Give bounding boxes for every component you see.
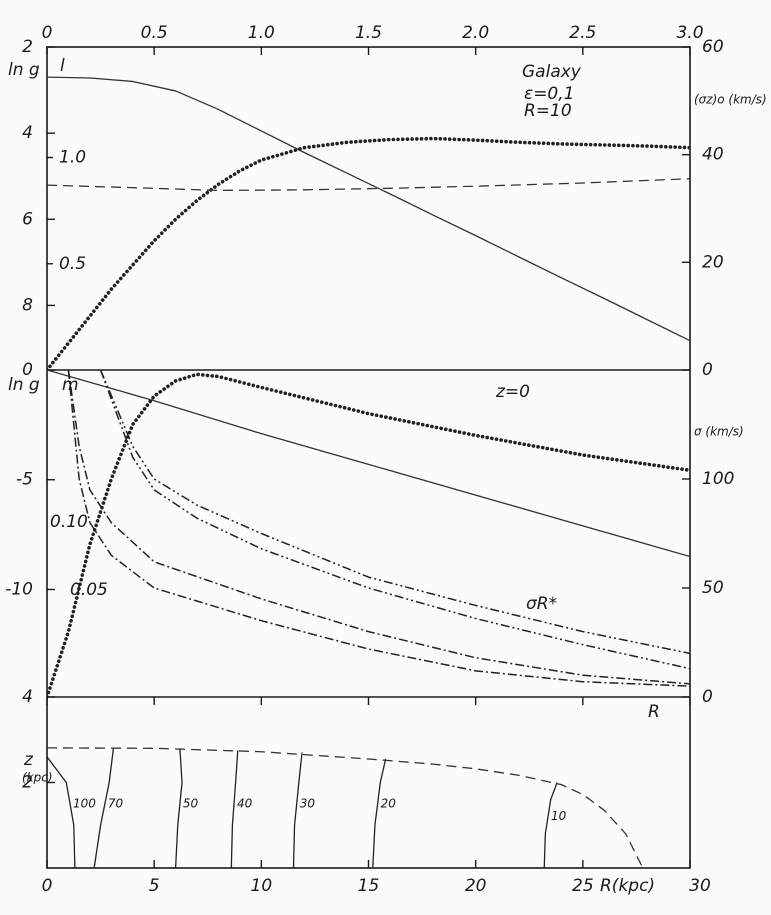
x2-tick-label: 2.5	[569, 23, 596, 43]
series-line	[543, 782, 558, 868]
series-line	[174, 748, 183, 868]
contour-label: 20	[381, 796, 397, 810]
series-line	[47, 756, 76, 868]
contour-label: 10	[551, 809, 567, 823]
contour-label: 50	[183, 796, 199, 810]
x-tick-label: 15	[358, 876, 380, 896]
x2-tick-label: 0.5	[141, 23, 168, 43]
annotation: m	[62, 375, 79, 395]
annotation: 0.10	[50, 512, 88, 532]
y-tick-label: 4	[22, 687, 33, 707]
y3-axis-label: l	[60, 56, 65, 76]
y-axis-label: ln g	[8, 60, 40, 80]
x2-tick-label: 1.5	[355, 23, 382, 43]
y3-tick-label: 1.0	[59, 148, 86, 168]
series-line	[47, 76, 690, 342]
x2-tick-label: 1.0	[248, 23, 275, 43]
y2-tick-label: 60	[702, 37, 724, 57]
contour-label: 30	[300, 796, 316, 810]
series-line	[93, 748, 115, 868]
y-tick-label: -5	[16, 470, 33, 490]
x2-tick-label: 3.0	[676, 23, 703, 43]
y-tick-label: 2	[22, 37, 33, 57]
x-tick-label: 10	[251, 876, 273, 896]
series-line	[67, 369, 690, 687]
series-line	[99, 369, 690, 655]
contour-label: 70	[108, 796, 124, 810]
series-line	[47, 372, 690, 697]
y2-tick-label: 50	[702, 578, 724, 598]
y-tick-label: 4	[22, 123, 33, 143]
contour-label: 40	[237, 796, 253, 810]
y-tick-label: 8	[22, 295, 33, 315]
annotation: Galaxy	[522, 62, 582, 82]
annotation: R	[648, 702, 660, 722]
series-line	[47, 178, 690, 192]
y2-tick-label: 40	[702, 145, 724, 165]
x-tick-label: 20	[465, 876, 487, 896]
series-line	[47, 747, 644, 868]
x-tick-label: 25	[572, 876, 594, 896]
series-line	[47, 136, 690, 370]
y-tick-label: 6	[22, 209, 33, 229]
series-line	[67, 369, 690, 685]
x-axis-label: R(kpc)	[600, 876, 655, 896]
series-line	[292, 752, 303, 868]
annotation: ε=0,1	[524, 84, 574, 104]
annotation: (kpc)	[22, 771, 53, 785]
y2-tick-label: 0	[702, 687, 713, 707]
y-tick-label: 0	[22, 360, 33, 380]
annotation: z=0	[495, 382, 530, 402]
y2-axis-label: σ (km/s)	[694, 425, 744, 439]
series-line	[47, 369, 690, 558]
x-tick-label: 5	[149, 876, 160, 896]
y3-tick-label: 0.5	[59, 254, 86, 274]
annotation: σR*	[526, 594, 557, 614]
series-line	[372, 758, 387, 868]
y2-tick-label: 20	[702, 252, 724, 272]
y-axis-label: ln g	[8, 375, 40, 395]
annotation: R=10	[524, 101, 572, 121]
y2-axis-label: (σz)o (km/s)	[694, 93, 767, 107]
y-axis-label: z	[23, 750, 34, 770]
y-tick-label: -10	[5, 579, 33, 599]
y2-tick-label: 100	[702, 469, 734, 489]
y-tick-label: 2	[22, 773, 33, 793]
x-tick-label: 0	[42, 876, 53, 896]
series-line	[99, 369, 690, 670]
x2-tick-label: 0	[42, 23, 53, 43]
series-line	[230, 750, 239, 868]
x-tick-label: 30	[689, 876, 711, 896]
y2-tick-label: 0	[702, 360, 713, 380]
contour-label: 100	[73, 796, 96, 810]
x2-tick-label: 2.0	[462, 23, 489, 43]
